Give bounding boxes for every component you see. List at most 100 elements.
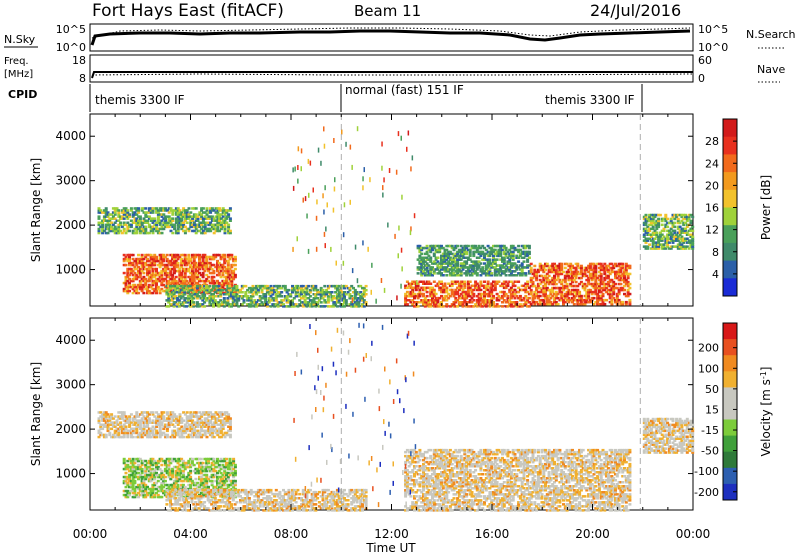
echo-cell xyxy=(314,293,318,296)
echo-cell xyxy=(332,297,336,300)
echo-cell xyxy=(138,269,142,273)
echo-cell xyxy=(301,305,305,308)
echo-cell xyxy=(590,276,594,280)
echo-cell xyxy=(423,303,427,306)
echo-cell xyxy=(335,301,339,304)
echo-cell xyxy=(201,217,205,220)
echo-cell xyxy=(314,295,318,298)
echo-cell xyxy=(488,294,492,298)
echo-cell xyxy=(423,305,427,308)
echo-cell xyxy=(481,244,485,248)
freq-tick-top: 18 xyxy=(72,54,86,67)
echo-cell xyxy=(235,297,239,300)
echo-cell xyxy=(192,257,196,261)
echo-cell xyxy=(135,457,139,461)
echo-cell xyxy=(210,263,214,267)
echo-cell xyxy=(447,282,451,285)
echo-cell xyxy=(151,263,155,267)
echo-cell xyxy=(165,288,169,292)
echo-cell xyxy=(493,268,497,271)
echo-cell xyxy=(429,305,433,308)
echo-cell xyxy=(216,261,219,265)
echo-cell xyxy=(273,291,277,294)
echo-cell xyxy=(176,431,180,435)
echo-cell xyxy=(147,413,151,416)
echo-cell xyxy=(413,305,416,308)
echo-cell xyxy=(687,213,691,217)
echo-cell xyxy=(265,291,269,294)
echo-cell xyxy=(407,284,411,288)
echo-cell xyxy=(149,209,153,212)
echo-cell xyxy=(144,433,148,437)
echo-cell xyxy=(113,425,117,428)
echo-cell xyxy=(556,266,560,270)
echo-cell xyxy=(556,286,560,290)
echo-cell xyxy=(106,219,110,222)
echo-cell xyxy=(513,292,517,296)
echo-cell xyxy=(203,305,207,308)
echo-cell xyxy=(587,292,591,296)
echo-cell xyxy=(457,254,461,258)
echo-cell xyxy=(201,303,205,306)
echo-cell xyxy=(578,294,582,298)
echo-cell xyxy=(414,288,418,292)
echo-cell xyxy=(581,282,585,286)
echo-cell xyxy=(216,253,219,257)
echo-cell xyxy=(256,299,260,302)
echo-cell xyxy=(192,273,196,277)
echo-cell xyxy=(160,209,164,212)
echo-cell xyxy=(540,268,544,272)
echo-cell xyxy=(590,296,594,300)
echo-cell xyxy=(567,274,571,278)
echo-cell xyxy=(623,274,626,278)
echo-cell xyxy=(605,290,609,294)
echo-cell xyxy=(651,233,655,236)
echo-cell xyxy=(549,264,553,268)
echo-cell xyxy=(151,257,155,261)
echo-cell xyxy=(198,259,201,263)
echo-cell xyxy=(196,263,200,267)
echo-cell xyxy=(301,303,305,306)
echo-cell xyxy=(212,293,215,296)
echo-cell xyxy=(172,279,176,283)
echo-cell xyxy=(406,146,408,152)
echo-cell xyxy=(167,267,171,271)
echo-cell xyxy=(228,288,232,292)
echo-cell xyxy=(610,288,614,292)
echo-cell xyxy=(198,277,201,281)
echo-cell xyxy=(128,479,131,483)
echo-cell xyxy=(198,263,201,267)
echo-cell xyxy=(536,268,540,272)
echo-cell xyxy=(203,291,207,294)
echo-cell xyxy=(133,289,137,293)
echo-cell xyxy=(171,417,175,420)
echo-cell xyxy=(269,286,273,290)
echo-cell xyxy=(131,257,135,261)
echo-cell xyxy=(192,411,196,414)
echo-cell xyxy=(280,291,284,294)
echo-cell xyxy=(219,223,223,227)
echo-cell xyxy=(434,284,438,288)
echo-cell xyxy=(169,286,172,290)
echo-cell xyxy=(317,293,321,296)
echo-cell xyxy=(481,252,485,256)
echo-cell xyxy=(117,431,121,435)
echo-cell xyxy=(518,305,522,308)
echo-cell xyxy=(466,284,470,288)
echo-cell xyxy=(422,246,425,250)
echo-cell xyxy=(682,213,686,217)
echo-cell xyxy=(484,303,488,306)
echo-cell xyxy=(216,259,219,263)
echo-cell xyxy=(664,237,668,240)
echo-cell xyxy=(560,264,564,268)
echo-cell xyxy=(684,221,687,225)
echo-cell xyxy=(172,261,176,265)
echo-cell xyxy=(151,273,155,277)
echo-cell xyxy=(356,126,359,132)
echo-cell xyxy=(466,294,470,298)
echo-cell xyxy=(684,229,687,233)
echo-cell xyxy=(490,282,494,285)
echo-cell xyxy=(153,227,157,231)
echo-cell xyxy=(292,288,296,292)
